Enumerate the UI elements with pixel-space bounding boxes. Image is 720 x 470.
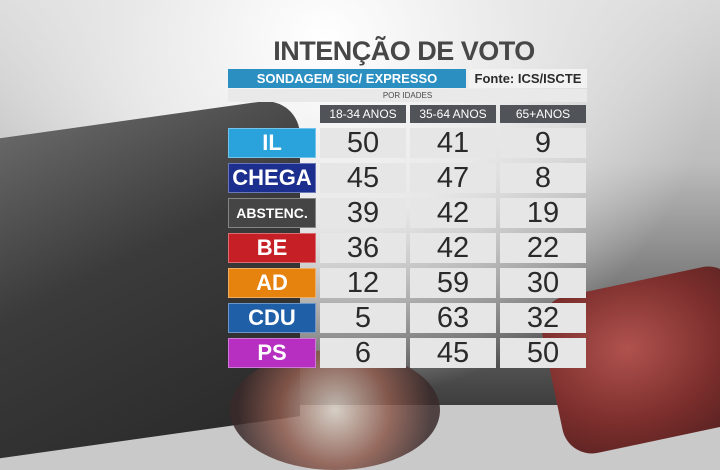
table-cell: 39 xyxy=(320,197,406,229)
table-cell: 12 xyxy=(320,267,406,299)
column-header-65-plus: 65+ANOS xyxy=(500,105,586,123)
party-label-chega: CHEGA xyxy=(228,163,316,193)
table-cell: 42 xyxy=(410,232,496,264)
party-label-ps: PS xyxy=(228,338,316,368)
table-cell: 6 xyxy=(320,337,406,369)
table-cell: 30 xyxy=(500,267,586,299)
party-label-ad: AD xyxy=(228,268,316,298)
table-cell: 41 xyxy=(410,127,496,159)
party-label-be: BE xyxy=(228,233,316,263)
party-label-abstencao: ABSTENC. xyxy=(228,198,316,228)
table-cell: 45 xyxy=(410,337,496,369)
table-cell: 59 xyxy=(410,267,496,299)
table-cell: 9 xyxy=(500,127,586,159)
column-header-35-64: 35-64 ANOS xyxy=(410,105,496,123)
background-emblem xyxy=(230,350,440,470)
table-cell: 32 xyxy=(500,302,586,334)
table-cell: 22 xyxy=(500,232,586,264)
table-cell: 19 xyxy=(500,197,586,229)
table-cell: 8 xyxy=(500,162,586,194)
breakdown-subtitle: POR IDADES xyxy=(228,89,587,102)
table-cell: 47 xyxy=(410,162,496,194)
table-cell: 63 xyxy=(410,302,496,334)
table-cell: 50 xyxy=(320,127,406,159)
table-cell: 36 xyxy=(320,232,406,264)
poll-name-banner: SONDAGEM SIC/ EXPRESSO xyxy=(228,69,466,88)
table-cell: 50 xyxy=(500,337,586,369)
source-label: Fonte: ICS/ISCTE xyxy=(469,69,587,88)
table-cell: 42 xyxy=(410,197,496,229)
table-cell: 45 xyxy=(320,162,406,194)
table-cell: 5 xyxy=(320,302,406,334)
party-label-il: IL xyxy=(228,128,316,158)
party-label-cdu: CDU xyxy=(228,303,316,333)
page-title: INTENÇÃO DE VOTO xyxy=(273,36,535,66)
column-header-18-34: 18-34 ANOS xyxy=(320,105,406,123)
